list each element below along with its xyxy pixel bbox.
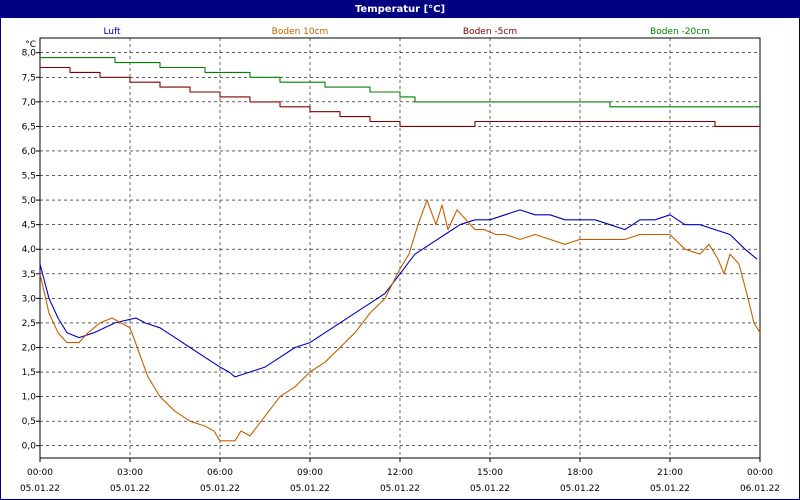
y-tick-label: 5,0 — [22, 196, 37, 206]
legend-entry-boden-10cm: Boden 10cm — [272, 27, 329, 37]
y-tick-label: 6,0 — [22, 147, 37, 157]
x-tick-date: 05.01.22 — [110, 484, 150, 494]
x-tick-date: 05.01.22 — [20, 484, 60, 494]
y-tick-label: 0,0 — [22, 442, 37, 452]
legend: Luft Boden 10cm Boden -5cm Boden -20cm — [103, 27, 710, 37]
x-tick-time: 09:00 — [297, 468, 323, 478]
y-tick-label: 3,0 — [22, 294, 37, 304]
y-tick-label: 2,0 — [22, 343, 37, 353]
y-tick-label: 7,0 — [22, 98, 37, 108]
x-tick-date: 05.01.22 — [380, 484, 420, 494]
x-tick-time: 03:00 — [117, 468, 143, 478]
legend-entry-luft: Luft — [103, 27, 121, 37]
y-tick-label: 0,5 — [22, 417, 36, 427]
x-tick-date: 05.01.22 — [650, 484, 690, 494]
y-tick-label: 2,5 — [22, 319, 36, 329]
y-tick-label: 6,5 — [22, 122, 36, 132]
x-tick-time: 06:00 — [207, 468, 233, 478]
y-tick-label: 1,0 — [22, 393, 37, 403]
legend-entry-boden-5cm: Boden -5cm — [463, 27, 517, 37]
series-group — [39, 57, 761, 442]
x-tick-date: 06.01.22 — [740, 484, 780, 494]
x-tick-time: 12:00 — [387, 468, 413, 478]
x-tick-date: 05.01.22 — [290, 484, 330, 494]
series-line-luft — [39, 209, 758, 378]
y-tick-label: 5,5 — [22, 172, 36, 182]
y-tick-label: 1,5 — [22, 368, 36, 378]
chart-title: Temperatur [°C] — [1, 1, 799, 18]
x-tick-time: 15:00 — [477, 468, 503, 478]
y-tick-label: 7,5 — [22, 73, 36, 83]
x-tick-date: 05.01.22 — [470, 484, 510, 494]
x-tick-date: 05.01.22 — [200, 484, 240, 494]
x-tick-time: 00:00 — [747, 468, 773, 478]
y-tick-label: 8,0 — [22, 49, 37, 59]
y-axis-unit: °C — [25, 40, 36, 50]
axes: 0,0 0,5 1,0 1,5 2,0 2,5 3,0 3,5 4,0 4,5 5,0 5,5 6,0 6… — [20, 37, 780, 494]
y-tick-label: 4,5 — [22, 221, 36, 231]
y-tick-label: 4,0 — [22, 245, 37, 255]
x-tick-time: 21:00 — [657, 468, 683, 478]
y-tick-label: 3,5 — [22, 270, 36, 280]
series-line-boden-10cm — [39, 199, 761, 442]
x-tick-time: 18:00 — [567, 468, 593, 478]
series-line-boden-20cm — [40, 57, 760, 108]
grid — [40, 38, 760, 458]
x-tick-time: 00:00 — [27, 468, 53, 478]
x-tick-date: 05.01.22 — [560, 484, 600, 494]
series-line-boden-5cm — [40, 66, 760, 127]
legend-entry-boden-20cm: Boden -20cm — [650, 27, 710, 37]
